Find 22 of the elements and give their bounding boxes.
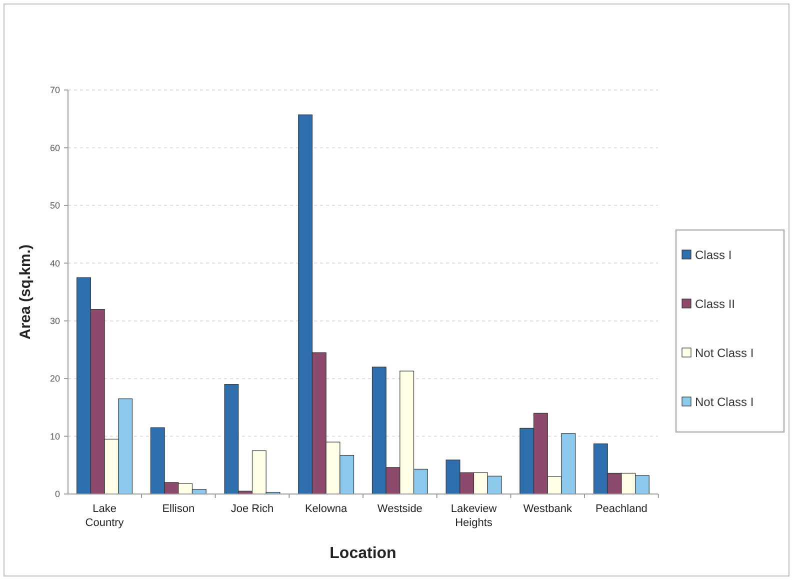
y-tick-label: 0 [54, 489, 60, 500]
x-tick-label: Lake Country [85, 503, 124, 529]
y-tick-label: 10 [50, 431, 60, 442]
legend-label: Not Class I [695, 346, 754, 360]
x-tick-label: Westbank [523, 503, 572, 515]
x-tick-label: Kelowna [304, 503, 348, 515]
x-tick-label: Westside [377, 503, 422, 515]
y-tick-label: 60 [50, 142, 60, 153]
x-tick-label: Lakeview Heights [450, 503, 497, 529]
legend-label: Class I [695, 248, 732, 262]
legend-label: Not Class I [695, 395, 754, 409]
x-axis-title: Location [330, 545, 396, 562]
y-tick-label: 40 [50, 258, 60, 268]
legend-label: Class II [695, 297, 736, 311]
y-tick-label: 20 [50, 374, 60, 384]
y-tick-label: 50 [50, 200, 60, 211]
y-tick-label: 30 [50, 316, 60, 326]
x-tick-label: Peachland [595, 503, 648, 515]
y-tick-label: 70 [50, 85, 60, 96]
x-tick-label: Joe Rich [230, 503, 274, 515]
y-axis-title: Area (sq.km.) [17, 244, 34, 340]
x-tick-label: Ellison [162, 503, 195, 515]
